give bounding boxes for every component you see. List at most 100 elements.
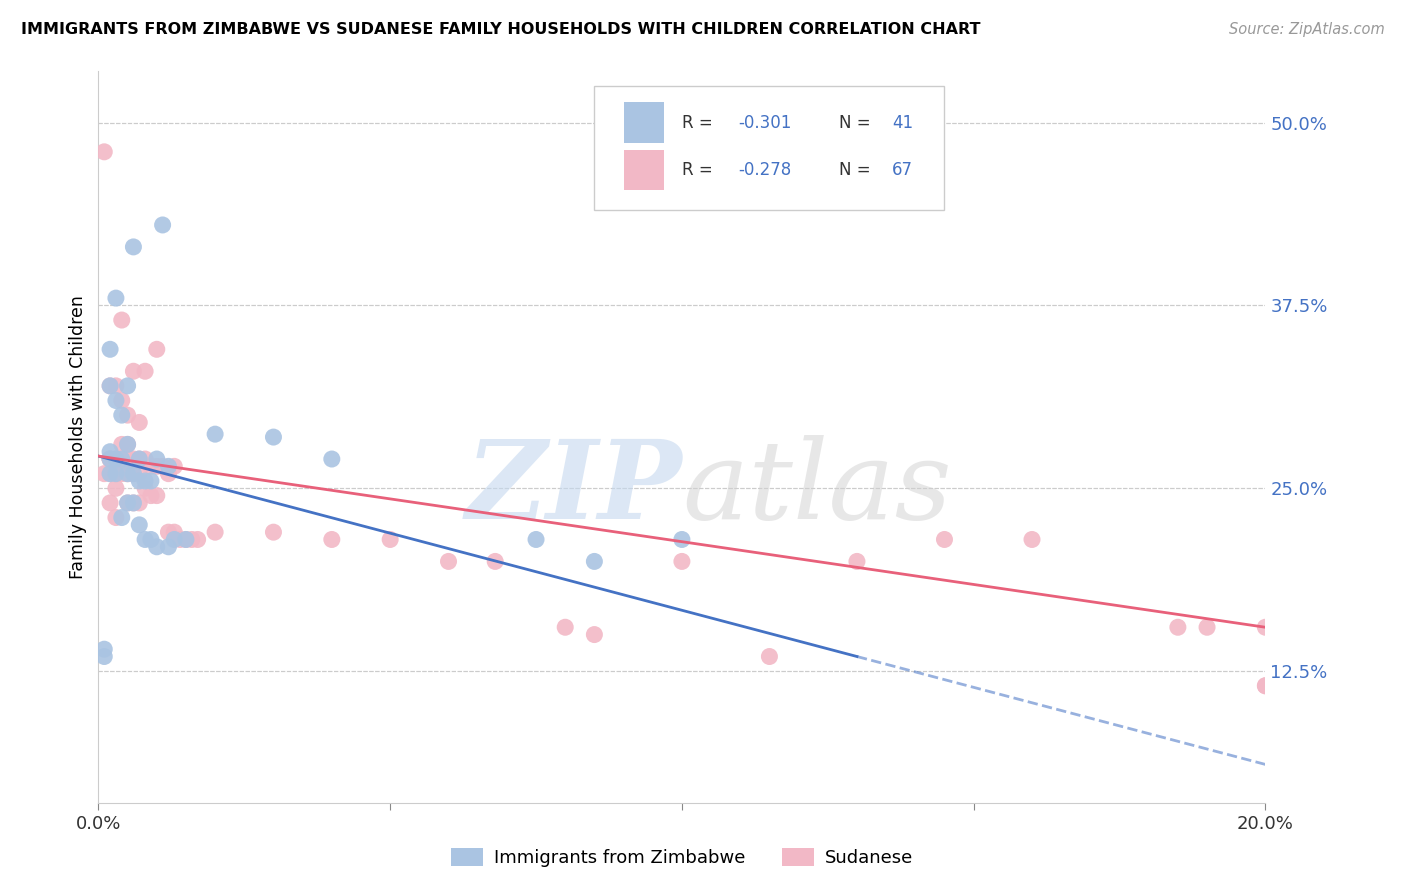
Point xyxy=(380,533,402,547)
Point xyxy=(163,525,186,540)
Point xyxy=(157,525,180,540)
Point xyxy=(524,533,547,547)
Point xyxy=(671,533,693,547)
Point xyxy=(163,459,186,474)
Point xyxy=(134,474,156,488)
Point xyxy=(1195,620,1218,634)
Point xyxy=(146,452,169,467)
Point xyxy=(174,533,197,547)
Point xyxy=(128,452,150,467)
Point xyxy=(934,533,956,547)
Point xyxy=(98,452,121,467)
Point xyxy=(554,620,576,634)
Point xyxy=(111,313,134,327)
Point xyxy=(111,437,134,451)
Text: R =: R = xyxy=(682,113,718,131)
Point xyxy=(128,452,150,467)
Point xyxy=(157,459,180,474)
Point xyxy=(139,489,162,503)
Point xyxy=(98,379,121,393)
Text: ZIP: ZIP xyxy=(465,434,682,542)
FancyBboxPatch shape xyxy=(624,103,665,143)
Point xyxy=(111,510,134,524)
Point xyxy=(98,452,121,467)
Y-axis label: Family Households with Children: Family Households with Children xyxy=(69,295,87,579)
Point xyxy=(93,649,115,664)
Point xyxy=(128,517,150,532)
Point xyxy=(98,452,121,467)
Point xyxy=(117,467,139,481)
Text: atlas: atlas xyxy=(682,434,952,542)
Point xyxy=(98,467,121,481)
Point xyxy=(98,467,121,481)
Point xyxy=(1254,679,1277,693)
Point xyxy=(104,452,127,467)
Point xyxy=(117,408,139,422)
Text: Source: ZipAtlas.com: Source: ZipAtlas.com xyxy=(1229,22,1385,37)
Point xyxy=(204,525,226,540)
Point xyxy=(122,496,145,510)
Point xyxy=(174,533,197,547)
Point xyxy=(117,437,139,451)
Point xyxy=(146,343,169,357)
Point xyxy=(671,554,693,568)
Point xyxy=(146,540,169,554)
Point xyxy=(321,533,343,547)
Point xyxy=(104,510,127,524)
Point xyxy=(262,525,284,540)
Point xyxy=(111,393,134,408)
Point xyxy=(484,554,506,568)
Point xyxy=(146,459,169,474)
Point xyxy=(98,496,121,510)
Text: N =: N = xyxy=(839,161,876,178)
Point xyxy=(134,364,156,378)
Point xyxy=(204,427,226,442)
Point xyxy=(122,240,145,254)
Point xyxy=(152,218,174,232)
Point xyxy=(846,554,869,568)
Point xyxy=(1254,620,1277,634)
Point xyxy=(117,379,139,393)
Point xyxy=(104,393,127,408)
Point xyxy=(187,533,209,547)
Point xyxy=(321,452,343,467)
Text: IMMIGRANTS FROM ZIMBABWE VS SUDANESE FAMILY HOUSEHOLDS WITH CHILDREN CORRELATION: IMMIGRANTS FROM ZIMBABWE VS SUDANESE FAM… xyxy=(21,22,980,37)
Point xyxy=(93,145,115,159)
Point xyxy=(122,364,145,378)
Point xyxy=(98,379,121,393)
Point xyxy=(98,452,121,467)
Point xyxy=(128,496,150,510)
Point xyxy=(134,533,156,547)
Point xyxy=(146,489,169,503)
Point xyxy=(117,452,139,467)
Point xyxy=(93,642,115,657)
Point xyxy=(104,481,127,495)
Point xyxy=(758,649,780,664)
Point xyxy=(122,467,145,481)
Point xyxy=(139,533,162,547)
Point xyxy=(122,452,145,467)
Point xyxy=(169,533,191,547)
Point xyxy=(122,467,145,481)
Legend: Immigrants from Zimbabwe, Sudanese: Immigrants from Zimbabwe, Sudanese xyxy=(443,840,921,874)
Point xyxy=(111,452,134,467)
Point xyxy=(104,452,127,467)
Point xyxy=(117,496,139,510)
Point xyxy=(98,444,121,458)
Point xyxy=(180,533,202,547)
Point xyxy=(104,379,127,393)
Point xyxy=(134,452,156,467)
Point xyxy=(1167,620,1189,634)
Point xyxy=(111,452,134,467)
Point xyxy=(139,459,162,474)
FancyBboxPatch shape xyxy=(624,150,665,190)
FancyBboxPatch shape xyxy=(595,86,945,211)
Point xyxy=(117,496,139,510)
Point xyxy=(128,416,150,430)
Point xyxy=(117,437,139,451)
Point xyxy=(1254,679,1277,693)
Point xyxy=(157,467,180,481)
Point xyxy=(1021,533,1043,547)
Point xyxy=(117,467,139,481)
Point xyxy=(163,533,186,547)
